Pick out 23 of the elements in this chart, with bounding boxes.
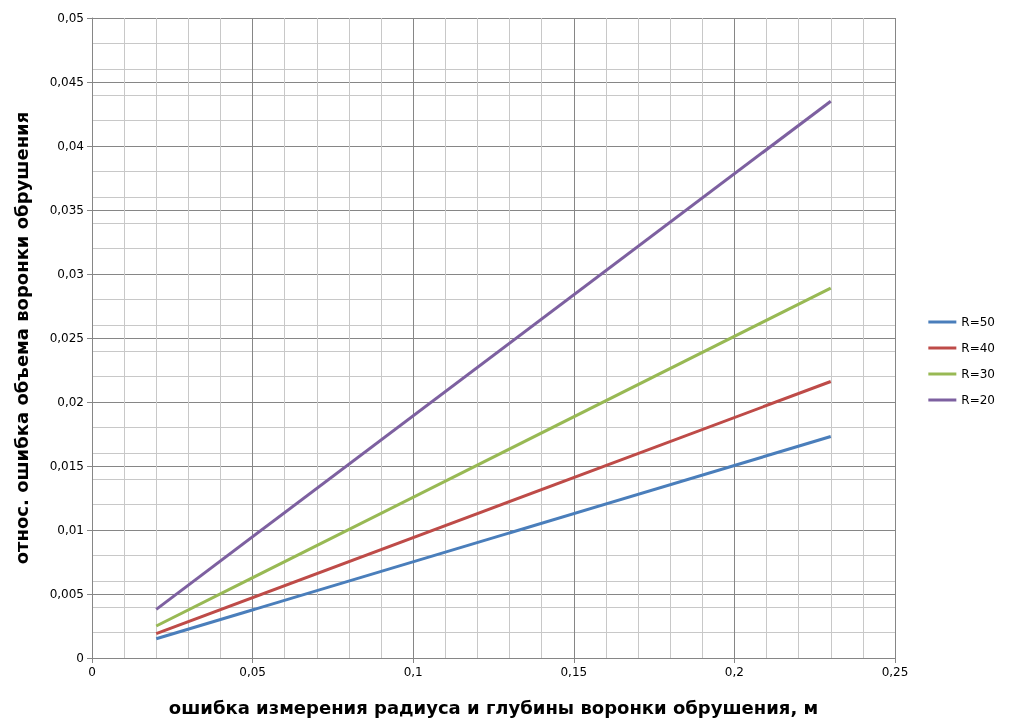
y-tick-label: 0,015 bbox=[49, 459, 84, 473]
x-tick-label: 0,2 bbox=[724, 665, 744, 679]
legend-label: R=30 bbox=[961, 367, 996, 381]
y-tick-label: 0,03 bbox=[57, 267, 84, 281]
y-axis-title: относ. ошибка объема воронки обрушения bbox=[10, 111, 32, 565]
legend-label: R=20 bbox=[961, 393, 996, 407]
y-tick-label: 0,005 bbox=[49, 587, 84, 601]
x-tick-label: 0,1 bbox=[403, 665, 423, 679]
x-axis-title: ошибка измерения радиуса и глубины воронки обрушения, м bbox=[168, 696, 819, 718]
legend-label: R=50 bbox=[961, 315, 996, 329]
x-tick-label: 0,05 bbox=[239, 665, 266, 679]
y-tick-label: 0,01 bbox=[57, 523, 84, 537]
x-tick-label: 0,15 bbox=[560, 665, 588, 679]
y-tick-label: 0,05 bbox=[57, 11, 84, 25]
legend-label: R=40 bbox=[961, 341, 996, 355]
x-tick-label: 0,25 bbox=[881, 665, 909, 679]
y-tick-label: 0,045 bbox=[49, 75, 84, 89]
y-tick-label: 0,02 bbox=[57, 395, 84, 409]
y-tick-label: 0 bbox=[76, 651, 84, 665]
y-tick-label: 0,035 bbox=[49, 203, 84, 217]
x-tick-label: 0 bbox=[88, 665, 96, 679]
y-tick-label: 0,04 bbox=[57, 139, 84, 153]
y-tick-label: 0,025 bbox=[49, 331, 84, 345]
